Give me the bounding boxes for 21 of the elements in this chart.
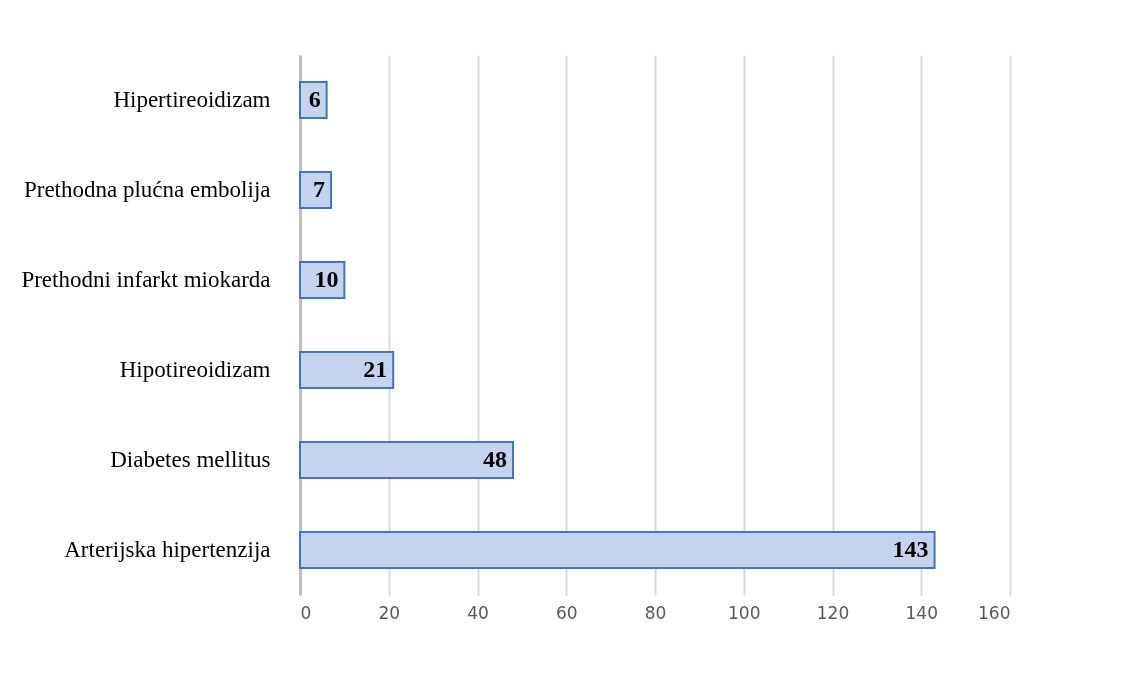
y-tick-label: Diabetes mellitus <box>110 447 271 472</box>
x-tick-label: 40 <box>467 602 489 623</box>
data-label: 6 <box>308 86 321 112</box>
data-label: 7 <box>313 176 326 202</box>
data-label: 48 <box>483 446 507 472</box>
x-tick-label: 0 <box>300 602 312 623</box>
x-tick-label: 60 <box>555 602 578 623</box>
data-label: 21 <box>363 356 388 382</box>
y-tick-label: Prethodni infarkt miokarda <box>21 267 271 292</box>
data-label: 10 <box>314 266 339 292</box>
x-tick-label: 140 <box>905 602 938 623</box>
x-tick-label: 120 <box>816 602 850 623</box>
y-tick-label: Hipertireoidizam <box>113 87 271 112</box>
x-tick-label: 100 <box>728 602 761 623</box>
x-tick-label: 80 <box>644 602 667 623</box>
data-label: 143 <box>892 536 929 562</box>
x-tick-label: 160 <box>978 602 1011 623</box>
y-tick-label: Hipotireoidizam <box>119 357 271 382</box>
x-tick-label: 20 <box>378 602 401 623</box>
y-tick-label: Prethodna plućna embolija <box>23 177 271 202</box>
y-tick-label: Arterijska hipertenzija <box>64 537 271 562</box>
